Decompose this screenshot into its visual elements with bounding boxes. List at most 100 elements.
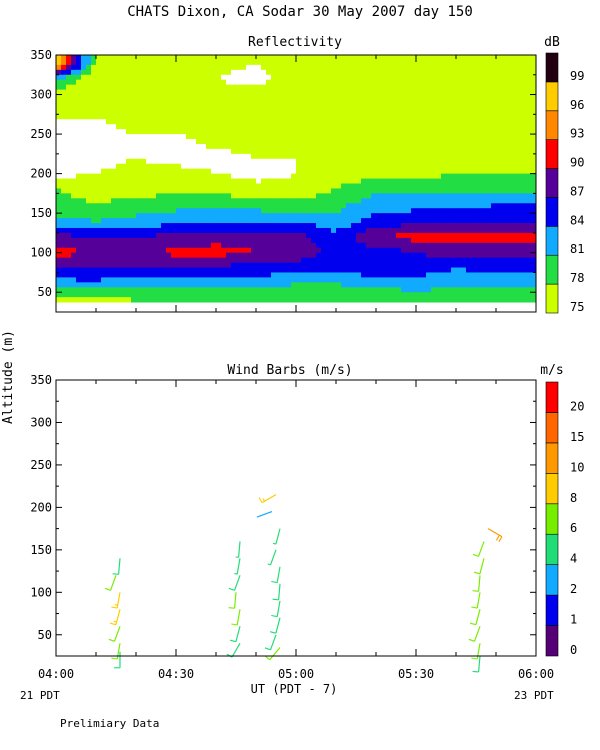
reflectivity-cell [66,94,72,100]
reflectivity-cell [206,223,212,229]
reflectivity-cell [56,203,62,209]
reflectivity-cell [81,292,87,298]
reflectivity-cell [201,84,207,90]
reflectivity-cell [296,94,302,100]
reflectivity-cell [306,134,312,140]
reflectivity-cell [406,208,412,214]
reflectivity-cell [296,218,302,224]
reflectivity-cell [66,109,72,115]
reflectivity-cell [356,114,362,120]
reflectivity-cell [311,109,317,115]
colorbar-swatch [545,254,559,285]
reflectivity-cell [371,208,377,214]
reflectivity-cell [321,203,327,209]
reflectivity-cell [501,129,507,135]
reflectivity-cell [296,143,302,150]
reflectivity-cell [431,129,437,135]
reflectivity-cell [451,247,457,254]
reflectivity-cell [281,267,287,273]
reflectivity-cell [371,64,377,71]
reflectivity-cell [331,232,337,239]
reflectivity-cell [236,119,242,125]
reflectivity-cell [471,109,477,115]
reflectivity-cell [336,198,342,204]
reflectivity-cell [306,277,312,283]
reflectivity-cell [226,69,232,76]
reflectivity-cell [446,272,452,278]
reflectivity-cell [166,183,172,189]
reflectivity-cell [96,59,102,66]
reflectivity-cell [521,119,527,125]
reflectivity-cell [56,99,62,105]
reflectivity-cell [281,89,287,95]
reflectivity-cell [106,79,112,86]
reflectivity-cell [251,84,257,90]
reflectivity-cell [346,237,352,244]
reflectivity-cell [441,292,447,298]
reflectivity-cell [156,292,162,298]
reflectivity-cell [466,129,472,135]
reflectivity-cell [76,89,82,95]
reflectivity-cell [206,124,212,130]
reflectivity-cell [306,158,312,165]
reflectivity-cell [246,178,252,184]
reflectivity-cell [81,218,87,224]
reflectivity-cell [161,237,167,244]
wind-barb-feather [473,571,481,575]
wind-barb-feather [271,580,278,584]
reflectivity-cell [496,193,502,199]
reflectivity-cell [216,262,222,268]
reflectivity-cell [186,232,192,239]
reflectivity-cell [61,69,67,76]
reflectivity-cell [101,129,107,135]
reflectivity-cell [316,69,322,76]
reflectivity-cell [526,247,532,254]
reflectivity-cell [496,287,502,293]
reflectivity-cell [396,178,402,184]
reflectivity-cell [476,227,482,234]
reflectivity-cell [181,213,187,219]
reflectivity-cell [251,148,257,155]
reflectivity-cell [106,208,112,214]
reflectivity-cell [311,129,317,135]
reflectivity-cell [126,148,132,155]
reflectivity-cell [256,262,262,268]
colorbar-swatch [545,283,559,314]
reflectivity-cell [436,173,442,179]
reflectivity-cell [361,198,367,204]
reflectivity-cell [496,213,502,219]
reflectivity-cell [281,183,287,189]
reflectivity-cell [156,193,162,199]
reflectivity-cell [306,282,312,288]
reflectivity-cell [326,163,332,170]
wind-barb [108,626,121,642]
reflectivity-cell [271,203,277,209]
reflectivity-cell [461,262,467,268]
reflectivity-cell [496,64,502,71]
reflectivity-cell [461,64,467,71]
reflectivity-cell [266,99,272,105]
reflectivity-cell [526,104,532,110]
reflectivity-cell [126,247,132,254]
reflectivity-cell [346,252,352,259]
reflectivity-cell [511,119,517,125]
reflectivity-cell [176,208,182,214]
reflectivity-cell [71,252,77,259]
reflectivity-cell [506,109,512,115]
reflectivity-cell [156,282,162,288]
reflectivity-cell [141,153,147,160]
reflectivity-cell [86,129,92,135]
reflectivity-cell [281,203,287,209]
reflectivity-cell [441,237,447,244]
reflectivity-cell [56,163,62,170]
wind-unit: m/s [540,363,563,378]
reflectivity-cell [216,84,222,90]
reflectivity-cell [516,262,522,268]
reflectivity-cell [411,227,417,234]
reflectivity-cell [226,272,232,278]
reflectivity-cell [391,218,397,224]
reflectivity-cell [461,139,467,145]
y-tick-label: 100 [30,585,52,599]
reflectivity-cell [366,153,372,160]
reflectivity-cell [266,198,272,204]
